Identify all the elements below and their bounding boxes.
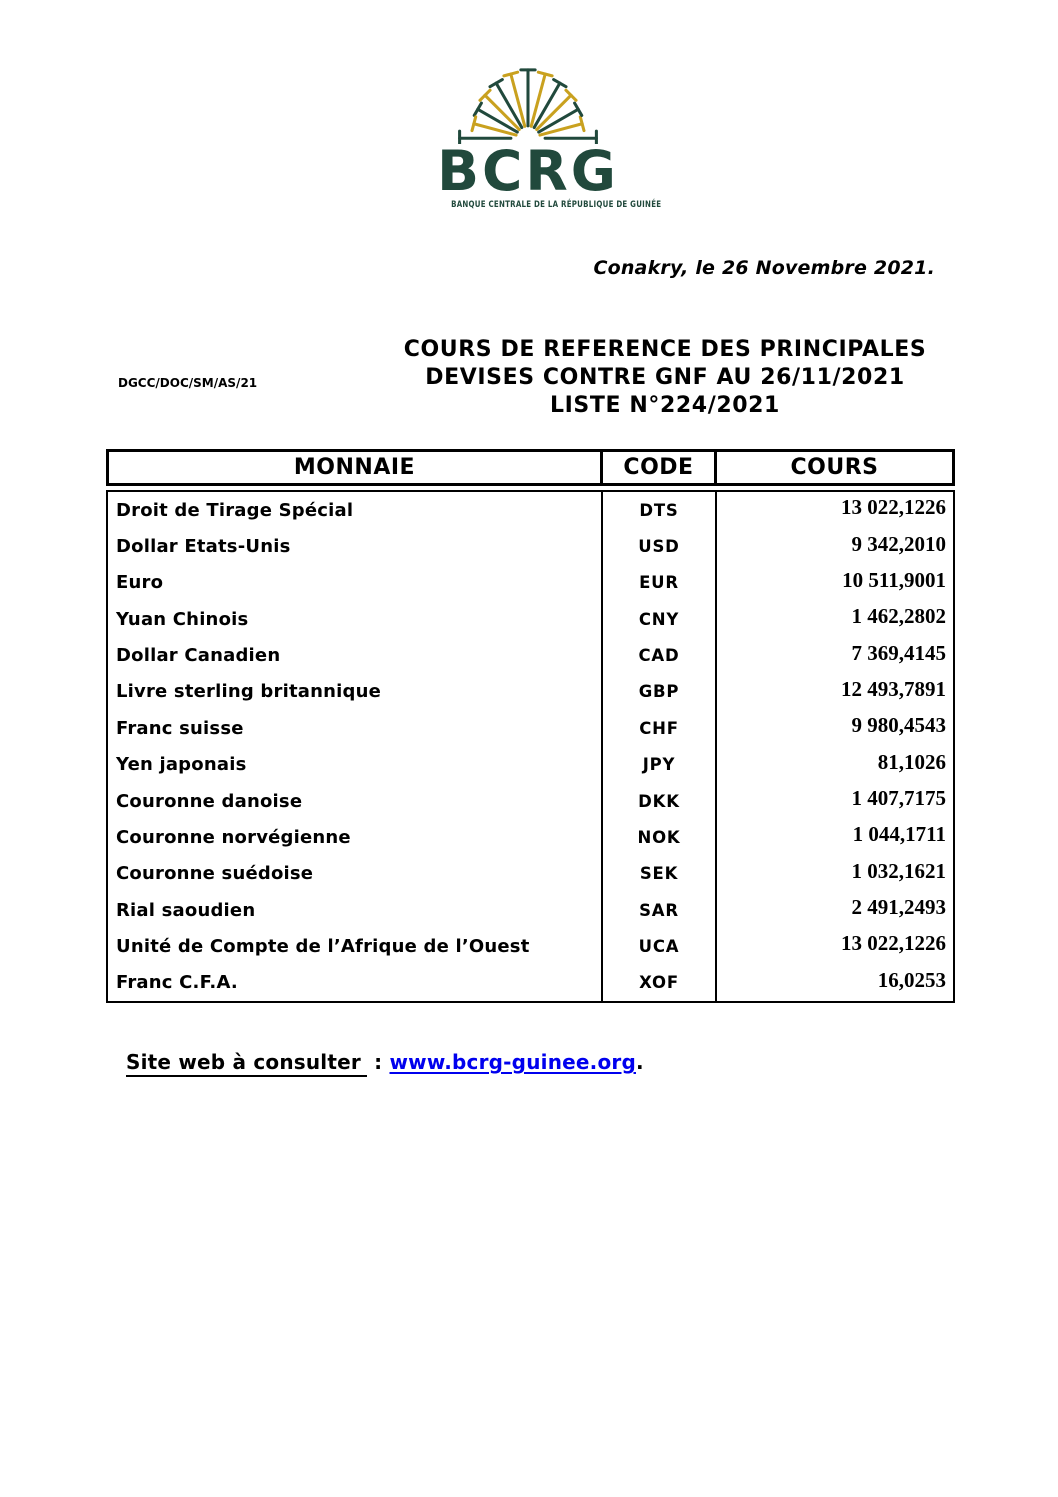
currency-code: UCA [603, 928, 717, 965]
dateline: Conakry, le 26 Novembre 2021. [593, 257, 935, 279]
currency-rate: 9 342,2010 [851, 531, 947, 556]
currency-code: JPY [603, 746, 717, 783]
currency-name: Couronne suédoise [108, 855, 603, 892]
currency-code: SEK [603, 855, 717, 892]
currency-rate: 13 022,1226 [841, 931, 946, 956]
table-row: Franc C.F.A. XOF 16,0253 [108, 964, 953, 1001]
footer-separator: : [366, 1050, 390, 1074]
currency-name: Yen japonais [108, 746, 603, 783]
title-line-1: COURS DE REFERENCE DES PRINCIPALES [403, 337, 927, 362]
currency-name: Dollar Etats-Unis [108, 528, 603, 565]
exchange-rates-table: MONNAIE CODE COURS Droit de Tirage Spéci… [106, 449, 955, 1003]
footer-note: Site web à consulter : www.bcrg-guinee.o… [126, 1050, 644, 1077]
currency-rate: 81,1026 [877, 749, 946, 774]
table-row: Rial saoudien SAR 2 491,2493 [108, 891, 953, 929]
currency-code: USD [603, 528, 717, 565]
table-row: Couronne norvégienne NOK 1 044,1711 [108, 819, 953, 856]
currency-rate: 1 032,1621 [851, 858, 947, 883]
document-title: COURS DE REFERENCE DES PRINCIPALES DEVIS… [330, 336, 1000, 420]
bcrg-fan-icon [458, 68, 598, 144]
title-line-3: LISTE N°224/2021 [550, 393, 780, 418]
currency-code: XOF [603, 964, 717, 1001]
table-row: Dollar Canadien CAD 7 369,4145 [108, 637, 953, 674]
currency-name: Couronne danoise [108, 782, 603, 820]
currency-rate: 9 980,4543 [851, 713, 947, 738]
currency-code: NOK [603, 819, 717, 856]
currency-rate: 10 511,9001 [842, 567, 946, 592]
footer-period: . [635, 1050, 644, 1074]
column-header-monnaie: MONNAIE [109, 452, 603, 483]
title-line-2: DEVISES CONTRE GNF AU 26/11/2021 [425, 365, 905, 390]
currency-rate: 12 493,7891 [841, 676, 946, 701]
currency-code: CHF [603, 710, 717, 747]
reference-code: DGCC/DOC/SM/AS/21 [118, 376, 258, 390]
currency-code: EUR [603, 564, 717, 602]
currency-rate: 1 462,2802 [851, 604, 947, 629]
table-row: Couronne danoise DKK 1 407,7175 [108, 782, 953, 820]
currency-code: DKK [603, 782, 717, 820]
table-row: Droit de Tirage Spécial DTS 13 022,1226 [108, 492, 953, 529]
currency-rate: 2 491,2493 [851, 895, 947, 920]
currency-name: Dollar Canadien [108, 637, 603, 674]
logo-tagline: BANQUE CENTRALE DE LA RÉPUBLIQUE DE GUIN… [451, 200, 662, 210]
table-row: Dollar Etats-Unis USD 9 342,2010 [108, 528, 953, 565]
table-row: Couronne suédoise SEK 1 032,1621 [108, 855, 953, 892]
currency-code: CNY [603, 601, 717, 638]
table-row: Yen japonais JPY 81,1026 [108, 746, 953, 783]
table-body: Droit de Tirage Spécial DTS 13 022,1226 … [106, 490, 955, 1003]
table-row: Franc suisse CHF 9 980,4543 [108, 710, 953, 747]
table-row: Euro EUR 10 511,9001 [108, 564, 953, 602]
currency-name: Rial saoudien [108, 891, 603, 929]
column-header-code: CODE [603, 452, 717, 483]
website-link[interactable]: www.bcrg-guinee.org [389, 1050, 636, 1074]
table-row: Livre sterling britannique GBP 12 493,78… [108, 673, 953, 711]
currency-name: Couronne norvégienne [108, 819, 603, 856]
column-header-cours: COURS [790, 455, 879, 480]
table-row: Unité de Compte de l’Afrique de l’Ouest … [108, 928, 953, 965]
currency-rate: 13 022,1226 [841, 495, 946, 520]
logo-acronym: BCRG [437, 139, 619, 203]
table-row: Yuan Chinois CNY 1 462,2802 [108, 601, 953, 638]
currency-code: GBP [603, 673, 717, 711]
currency-name: Franc suisse [108, 710, 603, 747]
currency-code: DTS [603, 492, 717, 529]
bcrg-logo: BCRG BANQUE CENTRALE DE LA RÉPUBLIQUE DE… [428, 66, 662, 210]
currency-name: Livre sterling britannique [108, 673, 603, 711]
table-header-row: MONNAIE CODE COURS [106, 449, 955, 486]
website-label: Site web à consulter [126, 1050, 367, 1077]
currency-rate: 1 044,1711 [852, 822, 946, 847]
currency-code: CAD [603, 637, 717, 674]
currency-name: Euro [108, 564, 603, 602]
currency-rate: 1 407,7175 [851, 786, 947, 811]
currency-rate: 16,0253 [877, 967, 946, 992]
currency-name: Unité de Compte de l’Afrique de l’Ouest [108, 928, 603, 965]
currency-name: Yuan Chinois [108, 601, 603, 638]
currency-name: Franc C.F.A. [108, 964, 603, 1001]
currency-name: Droit de Tirage Spécial [108, 492, 603, 529]
currency-rate: 7 369,4145 [851, 640, 947, 665]
currency-code: SAR [603, 891, 717, 929]
